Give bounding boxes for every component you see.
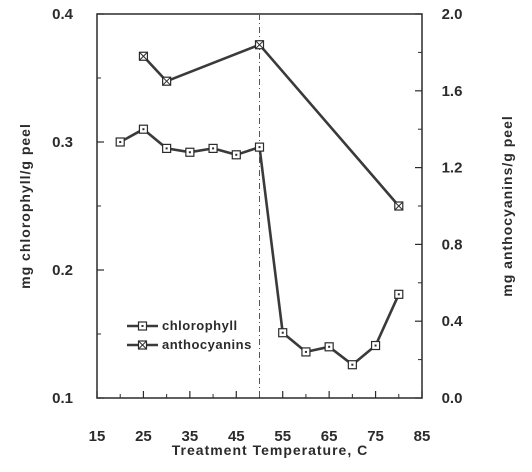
data-point-chlorophyll — [370, 340, 381, 351]
data-point-chlorophyll — [254, 142, 265, 152]
y2-tick-label: 0.0 — [442, 390, 463, 407]
x-axis-title: Treatment Temperature, C — [172, 442, 368, 458]
x-tick-label: 35 — [182, 428, 199, 445]
y-tick-label: 0.2 — [52, 262, 73, 279]
x-axis-ticks: 15 25 35 45 55 65 75 85 — [89, 391, 431, 445]
y2-tick-label: 0.4 — [442, 313, 464, 330]
data-point-anthocyanins — [254, 40, 265, 50]
data-point-chlorophyll — [301, 347, 311, 357]
x-tick-label: 85 — [414, 428, 431, 445]
legend: chlorophyll anthocyanins — [127, 318, 252, 352]
y2-tick-label: 2.0 — [442, 6, 463, 23]
data-point-anthocyanins — [138, 51, 149, 61]
y2-tick-label: 1.6 — [442, 83, 463, 100]
data-point-chlorophyll — [162, 143, 172, 153]
data-point-chlorophyll — [324, 342, 334, 352]
y2-tick-label: 1.2 — [442, 160, 463, 177]
data-point-chlorophyll — [231, 150, 241, 160]
data-point-chlorophyll — [347, 360, 357, 370]
y-axis-ticks: 0.1 0.2 0.3 0.4 — [52, 6, 104, 407]
data-point-chlorophyll — [138, 124, 149, 134]
x-tick-label: 15 — [89, 428, 106, 445]
data-point-chlorophyll — [185, 147, 195, 157]
x-tick-label: 25 — [135, 428, 152, 445]
series-line-anthocyanins — [142, 43, 400, 207]
data-point-chlorophyll — [115, 137, 125, 147]
y-axis-title: mg chlorophyll/g peel — [17, 123, 33, 289]
y2-axis-title: mg anthocyanins/g peel — [499, 115, 515, 296]
y-tick-label: 0.1 — [52, 390, 73, 407]
data-point-chlorophyll — [394, 289, 404, 299]
y2-tick-label: 0.8 — [442, 236, 463, 253]
x-tick-label: 55 — [274, 428, 291, 445]
y-tick-label: 0.4 — [52, 6, 74, 23]
data-point-chlorophyll — [278, 328, 288, 338]
x-tick-label: 75 — [367, 428, 384, 445]
x-tick-label: 65 — [321, 428, 338, 445]
y-tick-label: 0.3 — [52, 134, 73, 151]
legend-marker-anthocyanins — [137, 340, 148, 350]
x-tick-label: 45 — [228, 428, 245, 445]
series-layer — [115, 40, 404, 370]
data-point-anthocyanins — [394, 201, 404, 211]
data-point-anthocyanins — [162, 76, 172, 86]
legend-label-chlorophyll: chlorophyll — [162, 318, 238, 333]
legend-marker-chlorophyll — [137, 321, 148, 331]
y2-axis-ticks: 0.0 0.4 0.8 1.2 1.6 2.0 — [415, 6, 463, 407]
data-point-chlorophyll — [208, 143, 218, 153]
legend-label-anthocyanins: anthocyanins — [162, 337, 252, 352]
